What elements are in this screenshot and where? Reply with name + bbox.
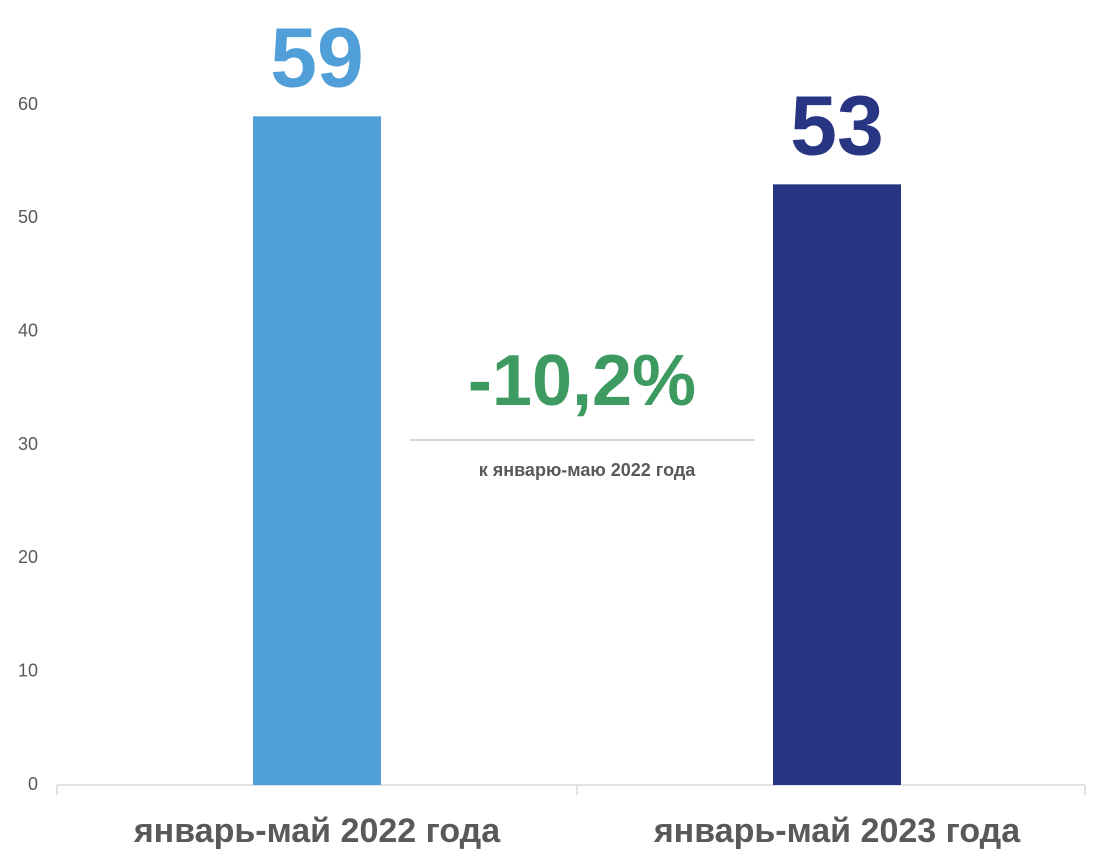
y-tick-label: 50: [18, 207, 38, 227]
y-tick-label: 10: [18, 660, 38, 680]
annotation-caption: к январю-маю 2022 года: [479, 460, 697, 480]
y-tick-label: 20: [18, 547, 38, 567]
bar: [773, 184, 901, 786]
x-tick-label: январь-май 2023 года: [653, 812, 1021, 849]
y-tick-label: 0: [28, 774, 38, 794]
data-label: 53: [790, 79, 883, 173]
change-annotation: -10,2%: [468, 341, 696, 421]
x-tick-label: январь-май 2022 года: [133, 812, 501, 849]
data-label: 59: [270, 11, 363, 105]
y-tick-label: 40: [18, 320, 38, 340]
bar: [253, 116, 381, 786]
y-tick-label: 30: [18, 434, 38, 454]
y-tick-label: 60: [18, 94, 38, 114]
